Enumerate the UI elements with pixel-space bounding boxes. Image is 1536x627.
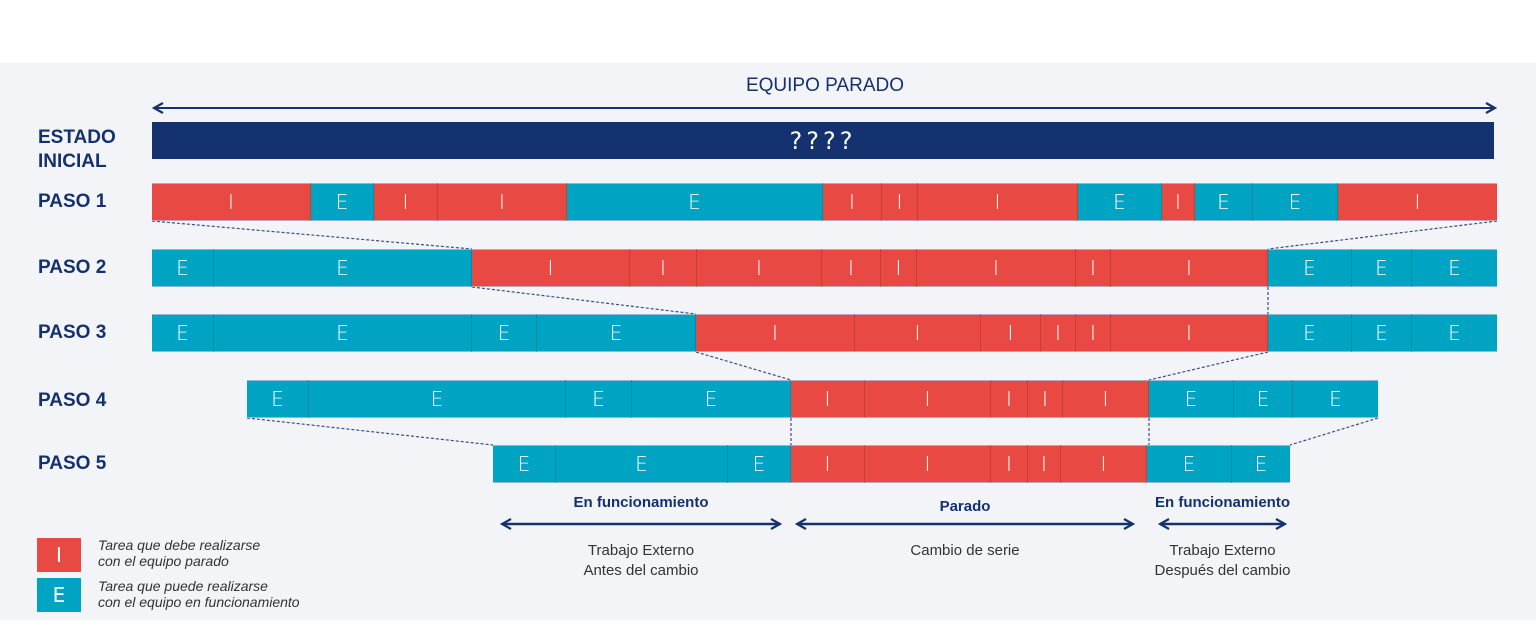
- legend-internal-line2: con el equipo parado: [98, 553, 229, 569]
- phase-before-desc-line2: Antes del cambio: [583, 562, 699, 579]
- external-task-segment: E: [309, 380, 566, 418]
- internal-task-segment: I: [472, 249, 630, 287]
- internal-task-segment: I: [438, 183, 567, 221]
- internal-task-segment: I: [1338, 183, 1497, 221]
- external-task-segment: E: [311, 183, 374, 221]
- internal-task-segment: I: [855, 314, 981, 352]
- external-task-segment: E: [632, 380, 791, 418]
- phase-before-desc: Trabajo Externo Antes del cambio: [502, 541, 780, 581]
- paso-1-label: PASO 1: [38, 191, 107, 212]
- internal-task-segment: I: [991, 380, 1028, 418]
- external-task-segment: E: [1412, 314, 1497, 352]
- legend-internal-swatch: I: [37, 538, 81, 572]
- internal-task-segment: I: [865, 445, 991, 483]
- external-task-segment: E: [214, 314, 472, 352]
- internal-task-segment: I: [917, 249, 1076, 287]
- legend-external-text: Tarea que puede realizarse con el equipo…: [98, 578, 300, 610]
- phase-stopped-title: Parado: [939, 498, 991, 515]
- internal-task-segment: I: [1028, 380, 1063, 418]
- internal-task-segment: I: [981, 314, 1041, 352]
- external-task-segment: E: [472, 314, 537, 352]
- paso-3-label: PASO 3: [38, 322, 107, 343]
- paso-2-label: PASO 2: [38, 257, 107, 278]
- external-task-segment: E: [1352, 314, 1412, 352]
- estado-inicial-line2: INICIAL: [38, 151, 107, 172]
- internal-task-segment: I: [1111, 249, 1268, 287]
- external-task-segment: E: [152, 314, 214, 352]
- internal-task-segment: I: [865, 380, 991, 418]
- external-task-segment: E: [556, 445, 728, 483]
- external-task-segment: E: [247, 380, 309, 418]
- paso-4-label: PASO 4: [38, 390, 107, 411]
- internal-task-segment: I: [1028, 445, 1061, 483]
- legend-internal-text: Tarea que debe realizarse con el equipo …: [98, 537, 260, 569]
- paso-5-label: PASO 5: [38, 453, 107, 474]
- internal-task-segment: I: [791, 380, 865, 418]
- internal-task-segment: I: [696, 314, 855, 352]
- internal-task-segment: I: [881, 249, 917, 287]
- external-task-segment: E: [566, 380, 632, 418]
- legend-internal-line1: Tarea que debe realizarse: [98, 537, 261, 553]
- internal-task-segment: I: [1041, 314, 1076, 352]
- phase-before-title: En funcionamiento: [573, 494, 709, 511]
- external-task-segment: E: [728, 445, 791, 483]
- internal-task-segment: I: [1061, 445, 1147, 483]
- equipo-parado-title: EQUIPO PARADO: [745, 75, 904, 96]
- internal-task-segment: I: [1162, 183, 1195, 221]
- legend-external-swatch: E: [37, 578, 81, 612]
- phase-after-title: En funcionamiento: [1155, 494, 1290, 511]
- estado-inicial-label: ESTADO INICIAL: [38, 126, 116, 174]
- external-task-segment: E: [1352, 249, 1412, 287]
- phase-after-desc-line2: Después del cambio: [1154, 562, 1291, 579]
- external-task-segment: E: [152, 249, 214, 287]
- internal-task-segment: I: [630, 249, 697, 287]
- external-task-segment: E: [1232, 445, 1290, 483]
- internal-task-segment: I: [1111, 314, 1268, 352]
- external-task-segment: E: [1195, 183, 1253, 221]
- external-task-segment: E: [1268, 249, 1352, 287]
- internal-task-segment: I: [882, 183, 918, 221]
- internal-task-segment: I: [374, 183, 438, 221]
- internal-task-segment: I: [918, 183, 1078, 221]
- external-task-segment: E: [1078, 183, 1162, 221]
- external-task-segment: E: [1412, 249, 1497, 287]
- estado-inicial-line1: ESTADO: [38, 127, 116, 148]
- legend-external-line1: Tarea que puede realizarse: [98, 578, 268, 594]
- internal-task-segment: I: [991, 445, 1028, 483]
- phase-before-desc-line1: Trabajo Externo: [587, 542, 695, 559]
- external-task-segment: E: [493, 445, 556, 483]
- phase-stopped-desc-line1: Cambio de serie: [910, 542, 1020, 559]
- external-task-segment: E: [1293, 380, 1378, 418]
- internal-task-segment: I: [822, 249, 881, 287]
- external-task-segment: E: [1147, 445, 1232, 483]
- internal-task-segment: I: [791, 445, 865, 483]
- internal-task-segment: I: [1076, 249, 1111, 287]
- legend-external-line2: con el equipo en funcionamiento: [98, 594, 300, 610]
- phase-after-desc: Trabajo Externo Después del cambio: [1140, 541, 1305, 581]
- external-task-segment: E: [214, 249, 472, 287]
- estado-inicial-bar: ????: [152, 122, 1494, 159]
- external-task-segment: E: [1234, 380, 1293, 418]
- phase-after-desc-line1: Trabajo Externo: [1169, 542, 1276, 559]
- internal-task-segment: I: [697, 249, 822, 287]
- phase-stopped-desc: Cambio de serie: [797, 541, 1133, 561]
- internal-task-segment: I: [1076, 314, 1111, 352]
- external-task-segment: E: [567, 183, 823, 221]
- internal-task-segment: I: [1063, 380, 1149, 418]
- internal-task-segment: I: [823, 183, 882, 221]
- internal-task-segment: I: [152, 183, 311, 221]
- external-task-segment: E: [537, 314, 696, 352]
- external-task-segment: E: [1149, 380, 1234, 418]
- external-task-segment: E: [1268, 314, 1352, 352]
- external-task-segment: E: [1253, 183, 1338, 221]
